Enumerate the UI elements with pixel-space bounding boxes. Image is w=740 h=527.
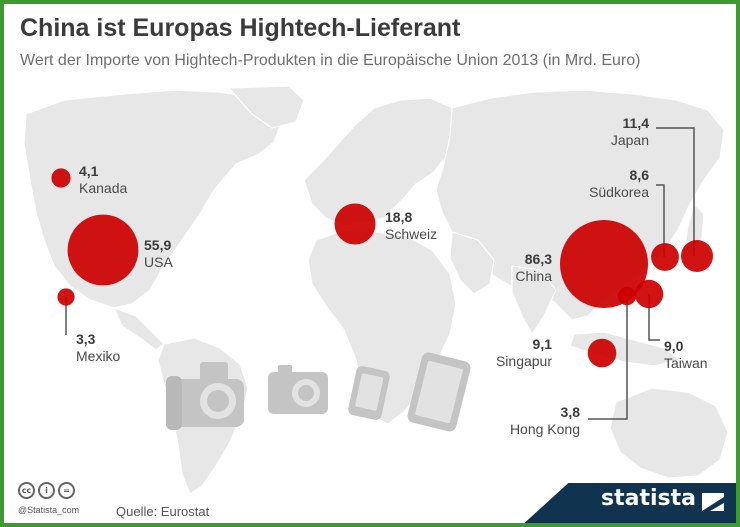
land-central-america [112, 306, 165, 351]
country-label-mexiko: Mexiko [76, 348, 121, 364]
camera-icon [166, 362, 244, 430]
bubble-singapur [587, 338, 617, 368]
country-label-china: China [515, 268, 552, 284]
statista-logo-icon [702, 493, 724, 511]
value-label-china: 86,3 [525, 251, 552, 267]
page-title: China ist Europas Hightech-Lieferant [20, 14, 461, 42]
leader-lines [65, 127, 695, 420]
attribution-icon: i [38, 482, 55, 499]
country-label-s-dkorea: Südkorea [589, 184, 649, 200]
bubble-china [560, 220, 648, 308]
country-label-kanada: Kanada [79, 180, 127, 196]
bubble-japan [681, 240, 713, 272]
value-label-singapur: 9,1 [533, 336, 553, 352]
bubble-usa [67, 214, 139, 286]
country-label-taiwan: Taiwan [664, 355, 708, 371]
cc-badge-icon: cc [18, 482, 35, 499]
value-label-hong-kong: 3,8 [561, 404, 581, 420]
bubble-schweiz [334, 203, 376, 245]
leader-line-hong-kong [588, 296, 628, 420]
land-australia [609, 387, 729, 479]
bubble-kanada [51, 168, 71, 188]
country-label-japan: Japan [611, 132, 649, 148]
leader-line-japan [656, 127, 695, 256]
bubble-s-dkorea [651, 243, 679, 271]
leader-line-s-dkorea [656, 184, 665, 257]
country-label-usa: USA [144, 254, 173, 270]
bubble-hong-kong [617, 286, 637, 306]
land-arabia [449, 231, 495, 295]
value-label-s-dkorea: 8,6 [630, 167, 650, 183]
bubble-mexiko [57, 288, 75, 306]
value-label-japan: 11,4 [623, 115, 650, 131]
bubbles [51, 168, 713, 368]
leader-line-taiwan [648, 294, 660, 341]
land-europe [303, 97, 457, 227]
license-badges: cc i = [18, 482, 75, 499]
land-greenland [227, 85, 305, 129]
smartphone-icon [348, 366, 390, 420]
country-label-schweiz: Schweiz [385, 226, 437, 242]
tablet-icon [407, 352, 471, 432]
product-icons [166, 352, 471, 432]
value-label-usa: 55,9 [144, 237, 171, 253]
country-label-hong-kong: Hong Kong [510, 421, 580, 437]
page-subtitle: Wert der Importe von Hightech-Produkten … [20, 52, 641, 69]
land-north-america [23, 89, 285, 309]
value-label-kanada: 4,1 [79, 163, 99, 179]
compact-camera-icon [268, 365, 328, 414]
value-label-schweiz: 18,8 [385, 209, 412, 225]
brand-name[interactable]: statista [601, 486, 696, 511]
land-india [511, 265, 557, 336]
country-label-singapur: Singapur [496, 353, 552, 369]
value-label-mexiko: 3,3 [76, 331, 96, 347]
no-derivatives-icon: = [58, 482, 75, 499]
value-label-taiwan: 9,0 [664, 338, 684, 354]
bubble-taiwan [634, 279, 664, 309]
source-note: Quelle: Eurostat [116, 504, 210, 519]
social-handle[interactable]: @Statista_com [18, 505, 80, 515]
